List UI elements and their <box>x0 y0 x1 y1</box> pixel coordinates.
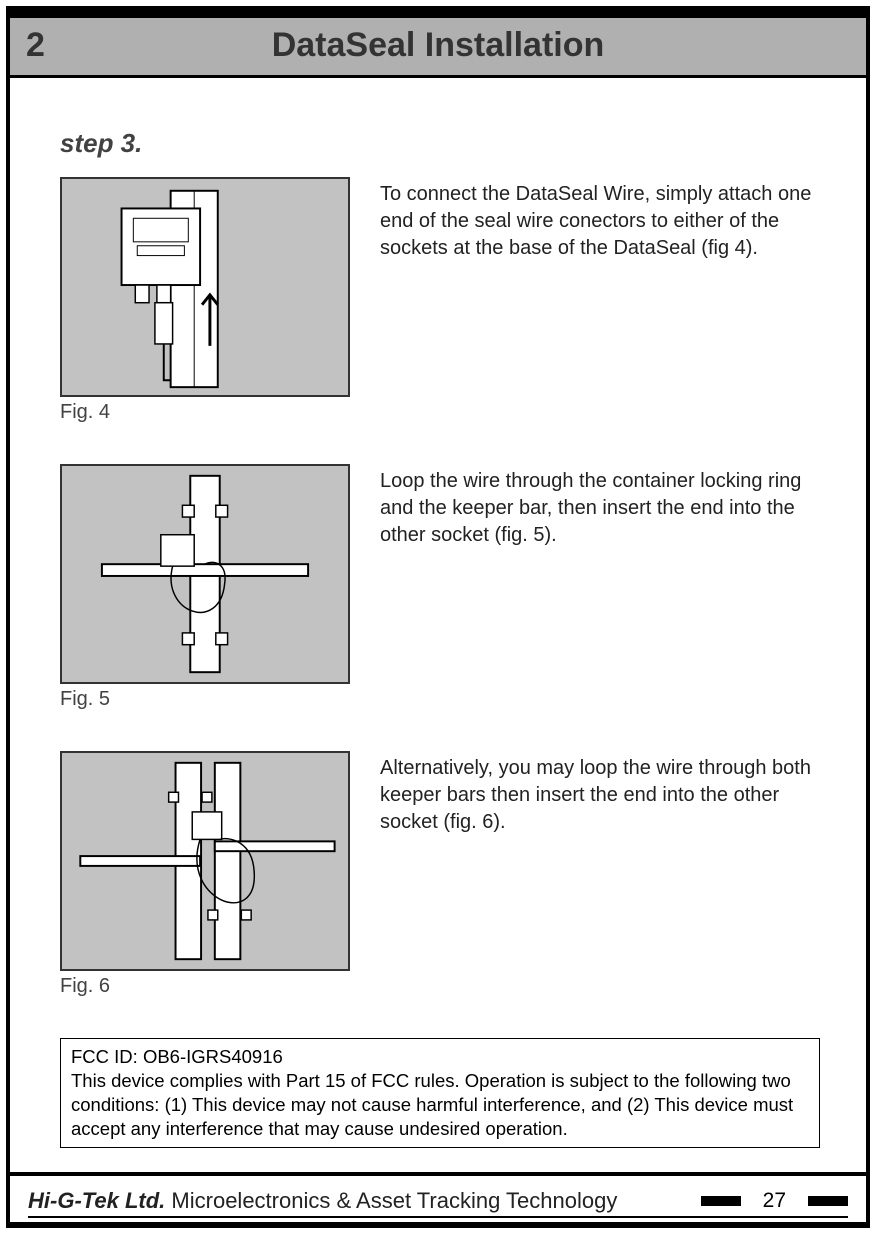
figure-caption: Fig. 4 <box>60 401 350 424</box>
footer-company: Hi-G-Tek Ltd. <box>28 1188 165 1213</box>
figure-caption: Fig. 5 <box>60 688 350 711</box>
step-row: Fig. 6 Alternatively, you may loop the w… <box>60 751 826 998</box>
step-text: Loop the wire through the container lock… <box>380 464 826 711</box>
step-row: Fig. 4 To connect the DataSeal Wire, sim… <box>60 177 826 424</box>
compliance-box: FCC ID: OB6-IGRS40916 This device compli… <box>60 1038 820 1148</box>
figure-block: Fig. 4 <box>60 177 350 424</box>
figure-5-illustration <box>60 464 350 684</box>
step-label: step 3. <box>60 128 826 159</box>
fcc-id: FCC ID: OB6-IGRS40916 <box>71 1045 809 1069</box>
page-number-wrap: 27 <box>701 1189 848 1213</box>
page-frame: 2 DataSeal Installation step 3. <box>6 6 870 1228</box>
step-row: Fig. 5 Loop the wire through the contain… <box>60 464 826 711</box>
page-footer: Hi-G-Tek Ltd. Microelectronics & Asset T… <box>10 1172 866 1222</box>
figure-4-illustration <box>60 177 350 397</box>
step-text: To connect the DataSeal Wire, simply att… <box>380 177 826 424</box>
footer-text: Hi-G-Tek Ltd. Microelectronics & Asset T… <box>28 1188 617 1214</box>
figure-block: Fig. 6 <box>60 751 350 998</box>
dash-icon <box>808 1196 848 1206</box>
step-text: Alternatively, you may loop the wire thr… <box>380 751 826 998</box>
footer-tagline: Microelectronics & Asset Tracking Techno… <box>171 1188 617 1213</box>
page-number: 27 <box>763 1189 786 1213</box>
fcc-text: This device complies with Part 15 of FCC… <box>71 1069 809 1141</box>
figure-6-illustration <box>60 751 350 971</box>
footer-underline <box>28 1216 848 1218</box>
section-header: 2 DataSeal Installation <box>10 18 866 78</box>
content-area: step 3. <box>10 78 866 1172</box>
section-title: DataSeal Installation <box>10 26 866 65</box>
dash-icon <box>701 1196 741 1206</box>
figure-caption: Fig. 6 <box>60 975 350 998</box>
figure-block: Fig. 5 <box>60 464 350 711</box>
